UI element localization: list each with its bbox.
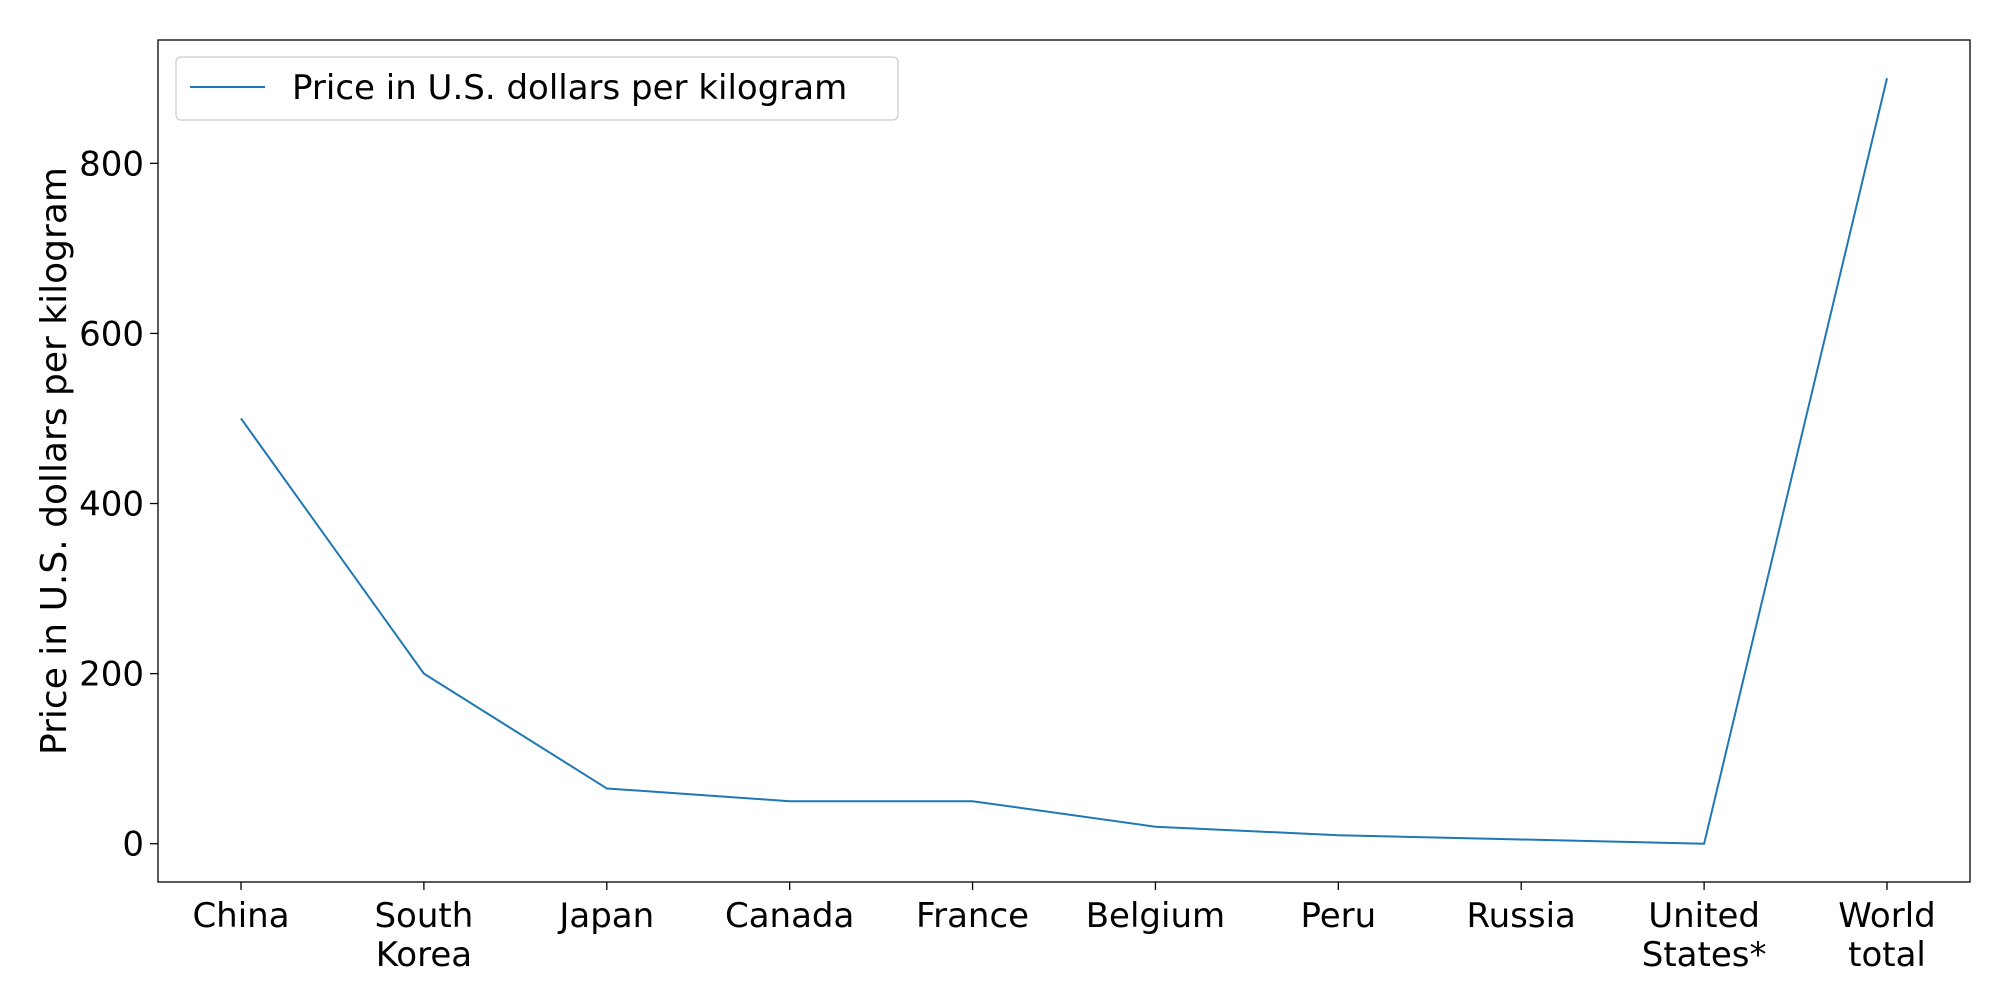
x-tick-label-line: China	[192, 896, 289, 936]
y-tick-label: 400	[79, 485, 144, 525]
x-tick-label-line: Belgium	[1086, 896, 1225, 936]
x-tick-label-line: Korea	[376, 935, 472, 975]
x-tick-label-line: Japan	[557, 896, 654, 936]
x-tick-label-line: Peru	[1300, 896, 1376, 936]
x-tick-label-line: Russia	[1467, 896, 1576, 936]
series-layer	[240, 78, 1888, 845]
y-tick-label: 0	[122, 825, 144, 865]
x-tick-label: Canada	[725, 896, 854, 936]
series-line	[240, 78, 1888, 845]
x-tick-label: China	[192, 896, 289, 936]
x-tick-label: South Korea	[374, 896, 473, 975]
x-tick-label-line: United	[1648, 896, 1760, 936]
x-tick-label: Russia	[1467, 896, 1576, 936]
x-tick-label: Japan	[557, 896, 654, 936]
x-tick-label-line: States*	[1642, 935, 1767, 975]
x-tick-label: Peru	[1300, 896, 1376, 936]
x-axis: China South Korea Japan Canada France Belgium P…	[192, 882, 1936, 975]
legend: Price in U.S. dollars per kilogram	[175, 56, 899, 121]
y-tick-label: 800	[79, 144, 144, 184]
x-tick-label: World total	[1838, 896, 1935, 975]
x-tick-label-line: South	[374, 896, 473, 936]
plot-frame	[157, 39, 1971, 883]
x-tick-label: United States*	[1642, 896, 1767, 975]
x-tick-label-line: World	[1838, 896, 1935, 936]
y-tick-label: 600	[79, 314, 144, 354]
y-axis: 0 200 400 600 800	[79, 144, 158, 865]
x-tick-label: Belgium	[1086, 896, 1225, 936]
legend-label: Price in U.S. dollars per kilogram	[292, 68, 847, 108]
x-tick-label-line: Canada	[725, 896, 854, 936]
x-tick-label: France	[916, 896, 1029, 936]
y-axis-label: Price in U.S. dollars per kilogram	[34, 167, 75, 755]
y-tick-label: 200	[79, 655, 144, 695]
x-tick-label-line: total	[1848, 935, 1926, 975]
legend-box	[175, 56, 899, 121]
x-tick-label-line: France	[916, 896, 1029, 936]
